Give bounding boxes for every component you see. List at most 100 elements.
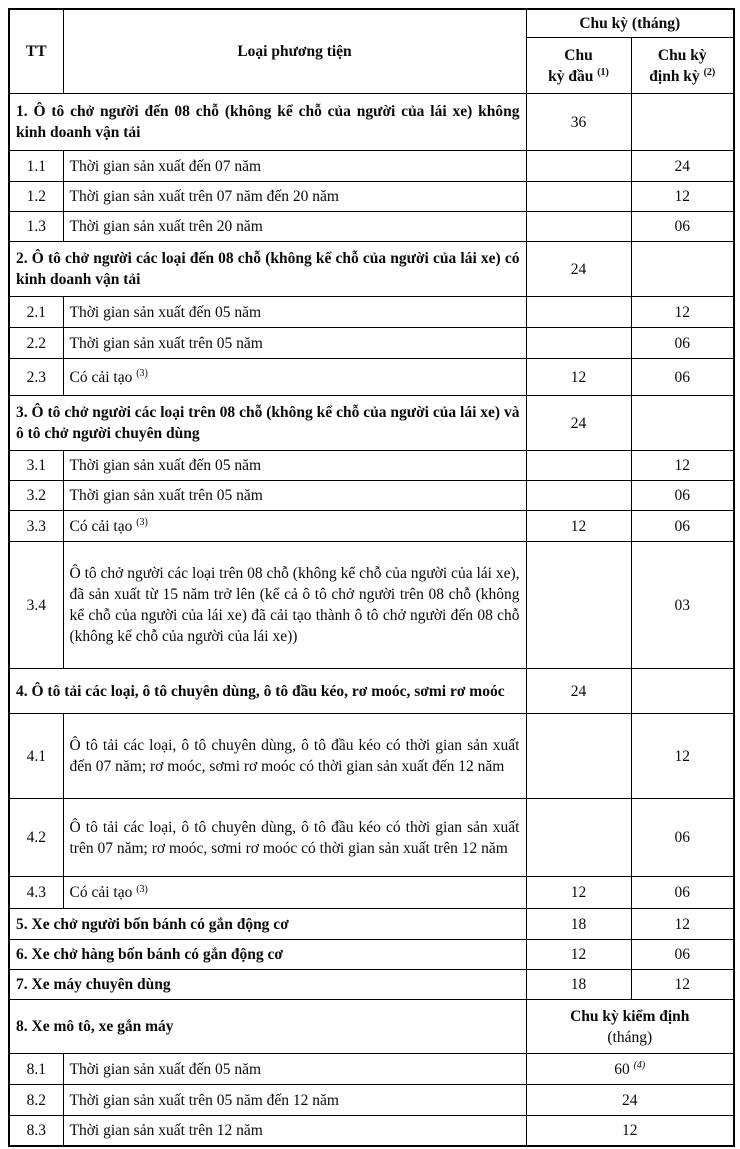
header-first-cycle-line2: kỳ đầu (1) [548, 67, 609, 85]
tt-cell: 3.4 [8, 541, 64, 669]
tt-cell: 2.2 [8, 327, 64, 359]
section-row-3: 3. Ô tô chở người các loại trên 08 chỗ (… [8, 395, 735, 451]
first-cycle-cell: 24 [525, 395, 632, 451]
vehicle-type-cell: Thời gian sản xuất trên 12 năm [62, 1115, 527, 1146]
tt-cell: 1.3 [8, 211, 64, 242]
row-1-2: 1.2 Thời gian sản xuất trên 07 năm đến 2… [8, 181, 735, 212]
row-8-3: 8.3 Thời gian sản xuất trên 12 năm 12 [8, 1115, 735, 1146]
first-cycle-cell: 12 [525, 510, 632, 542]
section-row-8: 8. Xe mô tô, xe gắn máy Chu kỳ kiểm định… [8, 999, 735, 1054]
tt-cell: 2.3 [8, 358, 64, 396]
vehicle-type-cell: Thời gian sản xuất trên 07 năm đến 20 nă… [62, 181, 527, 212]
periodic-cycle-cell [630, 93, 735, 151]
section-title-cell: 6. Xe chở hàng bốn bánh có gắn động cơ [8, 939, 527, 970]
first-cycle-cell [525, 798, 632, 877]
section-title-cell: 5. Xe chở người bốn bánh có gắn động cơ [8, 908, 527, 940]
header-row-1: TT Loại phương tiện Chu kỳ (tháng) [8, 8, 735, 94]
first-cycle-cell [525, 211, 632, 242]
vehicle-type-label: Có cải tạo [69, 884, 137, 901]
first-cycle-cell [525, 296, 632, 328]
cycle-value: 60 [614, 1060, 634, 1078]
first-cycle-cell [525, 150, 632, 182]
tt-cell: 4.2 [8, 798, 64, 877]
vehicle-type-cell: Ô tô chở người các loại trên 08 chỗ (khô… [62, 541, 527, 669]
section-row-6: 6. Xe chở hàng bốn bánh có gắn động cơ 1… [8, 939, 735, 970]
tt-cell: 1.2 [8, 181, 64, 212]
header-tt: TT [8, 8, 64, 94]
section-title-cell: 3. Ô tô chở người các loại trên 08 chỗ (… [8, 395, 527, 451]
first-cycle-cell: 24 [525, 241, 632, 297]
section-row-1: 1. Ô tô chở người đến 08 chỗ (không kể c… [8, 93, 735, 151]
periodic-cycle-cell: 06 [630, 480, 735, 511]
tt-cell: 8.2 [8, 1084, 64, 1116]
row-3-3: 3.3 Có cải tạo (3) 12 06 [8, 510, 735, 542]
periodic-cycle-cell: 12 [630, 450, 735, 481]
periodic-cycle-cell [630, 241, 735, 297]
section-title-cell: 4. Ô tô tải các loại, ô tô chuyên dùng, … [8, 668, 527, 714]
tt-cell: 4.1 [8, 713, 64, 799]
vehicle-type-label: Có cải tạo [69, 368, 137, 386]
periodic-cycle-cell: 12 [630, 713, 735, 799]
header-cycle-group: Chu kỳ (tháng) [525, 8, 735, 38]
header-periodic-cycle-line2: định kỳ (2) [649, 67, 716, 85]
header-row-2: Chu kỳ đầu (1) Chu kỳ định kỳ (2) [9, 37, 735, 94]
merged-cycle-cell: 12 [525, 1115, 735, 1146]
row-2-2: 2.2 Thời gian sản xuất trên 05 năm 06 [8, 327, 735, 359]
header-vehicle-type: Loại phương tiện [62, 8, 527, 94]
vehicle-type-label: Có cải tạo [69, 517, 137, 535]
vehicle-type-cell: Thời gian sản xuất trên 05 năm [62, 480, 527, 511]
footnote-ref-1: (1) [597, 67, 609, 78]
row-3-4: 3.4 Ô tô chở người các loại trên 08 chỗ … [8, 541, 735, 669]
periodic-cycle-cell: 12 [630, 296, 735, 328]
section-title-cell: 8. Xe mô tô, xe gắn máy [8, 999, 527, 1054]
section-title-cell: 7. Xe máy chuyên dùng [8, 969, 527, 1000]
section-row-5: 5. Xe chở người bốn bánh có gắn động cơ … [8, 908, 735, 940]
first-cycle-cell [525, 327, 632, 359]
vehicle-type-cell: Thời gian sản xuất trên 20 năm [62, 211, 527, 242]
vehicle-type-cell: Thời gian sản xuất đến 05 năm [62, 450, 527, 481]
header-first-cycle: Chu kỳ đầu (1) [525, 37, 632, 94]
periodic-cycle-cell: 06 [630, 510, 735, 542]
periodic-cycle-cell: 06 [630, 327, 735, 359]
header-periodic-cycle: Chu kỳ định kỳ (2) [630, 37, 735, 94]
tt-cell: 3.1 [8, 450, 64, 481]
header-first-cycle-line1: Chu [564, 46, 593, 64]
row-1-1: 1.1 Thời gian sản xuất đến 07 năm 24 [8, 150, 735, 182]
row-1-3: 1.3 Thời gian sản xuất trên 20 năm 06 [8, 211, 735, 242]
merged-cycle-header-cell: Chu kỳ kiểm định (tháng) [525, 999, 735, 1054]
first-cycle-cell [525, 450, 632, 481]
vehicle-type-cell: Ô tô tải các loại, ô tô chuyên dùng, ô t… [62, 798, 527, 877]
merged-cycle-cell: 24 [525, 1084, 735, 1116]
section-title-cell: 1. Ô tô chở người đến 08 chỗ (không kể c… [8, 93, 527, 151]
tt-cell: 3.2 [8, 480, 64, 511]
periodic-cycle-cell: 24 [630, 150, 735, 182]
header-periodic-cycle-line1: Chu kỳ [657, 46, 707, 64]
first-cycle-cell: 12 [525, 876, 632, 909]
tt-cell: 1.1 [8, 150, 64, 182]
row-3-1: 3.1 Thời gian sản xuất đến 05 năm 12 [8, 450, 735, 481]
section-title-cell: 2. Ô tô chở người các loại đến 08 chỗ (k… [8, 241, 527, 297]
motorbike-cycle-title: Chu kỳ kiểm định [570, 1007, 690, 1025]
tt-cell: 8.1 [8, 1053, 64, 1085]
tt-cell: 4.3 [8, 876, 64, 909]
motorbike-cycle-unit: (tháng) [607, 1028, 653, 1046]
first-cycle-cell: 12 [525, 939, 632, 970]
first-cycle-cell: 18 [525, 969, 632, 1000]
first-cycle-cell: 24 [525, 668, 632, 714]
section-row-2: 2. Ô tô chở người các loại đến 08 chỗ (k… [8, 241, 735, 297]
document-page: TT Loại phương tiện Chu kỳ (tháng) Chu k… [8, 8, 735, 1147]
inspection-cycle-table: TT Loại phương tiện Chu kỳ (tháng) Chu k… [8, 8, 735, 1147]
row-2-1: 2.1 Thời gian sản xuất đến 05 năm 12 [8, 296, 735, 328]
row-2-3: 2.3 Có cải tạo (3) 12 06 [8, 358, 735, 396]
periodic-cycle-cell [630, 395, 735, 451]
row-3-2: 3.2 Thời gian sản xuất trên 05 năm 06 [8, 480, 735, 511]
row-4-2: 4.2 Ô tô tải các loại, ô tô chuyên dùng,… [8, 798, 735, 877]
vehicle-type-cell: Thời gian sản xuất đến 07 năm [62, 150, 527, 182]
vehicle-type-cell: Thời gian sản xuất đến 05 năm [62, 296, 527, 328]
row-4-1: 4.1 Ô tô tải các loại, ô tô chuyên dùng,… [8, 713, 735, 799]
periodic-cycle-cell: 06 [630, 798, 735, 877]
vehicle-type-cell: Thời gian sản xuất trên 05 năm [62, 327, 527, 359]
vehicle-type-cell: Có cải tạo (3) [62, 358, 527, 396]
footnote-ref-2: (2) [703, 67, 716, 78]
tt-cell: 2.1 [8, 296, 64, 328]
